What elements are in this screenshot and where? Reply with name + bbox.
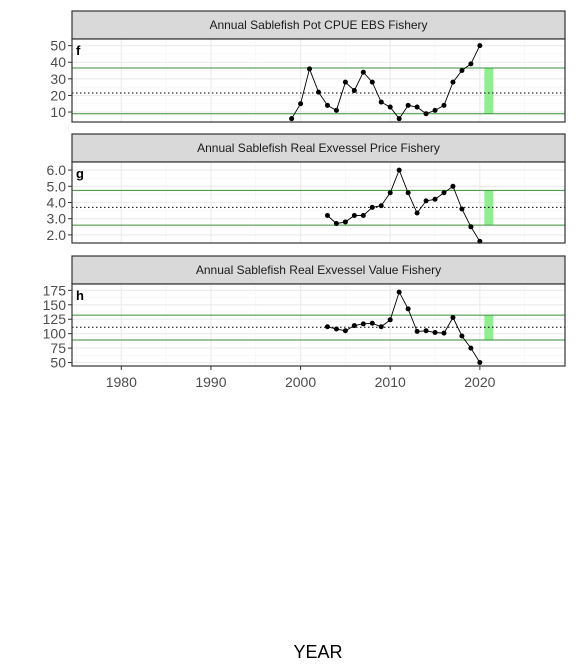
data-point xyxy=(441,190,447,196)
data-point xyxy=(324,212,330,218)
data-point xyxy=(387,190,393,196)
panels: Annual Sablefish Pot CPUE EBS Fishery f 10… xyxy=(43,10,566,371)
data-point xyxy=(405,102,411,108)
data-point xyxy=(432,107,438,113)
panel-g: Annual Sablefish Real Exvessel Price Fis… xyxy=(47,133,566,244)
x-tick-label: 2020 xyxy=(464,374,495,390)
data-point xyxy=(289,116,295,122)
data-point xyxy=(333,326,339,332)
panel-f: Annual Sablefish Pot CPUE EBS Fishery f 10… xyxy=(50,10,566,123)
x-tick-label: 1980 xyxy=(106,374,137,390)
data-point xyxy=(405,190,411,196)
panel-title: Annual Sablefish Real Exvessel Value Fis… xyxy=(196,263,441,277)
data-point xyxy=(342,328,348,334)
data-point xyxy=(468,345,474,351)
data-point xyxy=(351,212,357,218)
data-point xyxy=(324,324,330,330)
y-tick-label: 75 xyxy=(50,340,66,356)
data-point xyxy=(360,321,366,327)
data-point xyxy=(405,306,411,312)
series-line xyxy=(291,45,481,120)
y-tick-label: 20 xyxy=(50,87,66,103)
data-point xyxy=(414,210,420,216)
data-point xyxy=(441,330,447,336)
data-point xyxy=(333,221,339,227)
data-point xyxy=(387,317,393,323)
panel-title: Annual Sablefish Real Exvessel Price Fis… xyxy=(197,141,440,155)
data-point xyxy=(333,107,339,113)
panel-strip xyxy=(71,10,566,40)
y-tick-label: 5.0 xyxy=(47,178,67,194)
data-point xyxy=(316,89,321,95)
highlight-bar xyxy=(484,68,494,114)
panel-tag: g xyxy=(76,166,84,181)
panel-strip xyxy=(71,255,566,285)
data-point xyxy=(351,87,357,93)
data-point xyxy=(459,206,465,212)
data-point xyxy=(423,328,429,334)
y-tick-label: 125 xyxy=(43,311,67,327)
y-tick-label: 40 xyxy=(50,54,66,70)
panel-title: Annual Sablefish Pot CPUE EBS Fishery xyxy=(209,18,427,32)
y-tick-label: 10 xyxy=(50,104,66,120)
data-point xyxy=(459,333,465,339)
data-point xyxy=(396,116,402,122)
data-point xyxy=(468,224,474,230)
y-tick-label: 150 xyxy=(43,297,67,313)
y-tick-label: 2.0 xyxy=(47,227,67,243)
data-point xyxy=(342,219,348,225)
x-tick-label: 2000 xyxy=(285,374,316,390)
data-point xyxy=(423,111,429,117)
data-point xyxy=(477,360,483,366)
data-point xyxy=(468,61,474,67)
data-point xyxy=(298,101,304,107)
data-point xyxy=(369,204,375,210)
data-point xyxy=(450,183,456,189)
data-point xyxy=(432,330,438,336)
data-point xyxy=(369,320,375,326)
data-point xyxy=(450,79,456,85)
data-point xyxy=(342,79,348,85)
data-point xyxy=(369,79,375,85)
y-tick-label: 6.0 xyxy=(47,162,67,178)
data-point xyxy=(414,104,420,110)
data-point xyxy=(441,102,447,108)
panel-h: Annual Sablefish Real Exvessel Value Fis… xyxy=(43,255,566,371)
data-point xyxy=(423,198,429,204)
data-point xyxy=(324,102,330,108)
data-point xyxy=(307,66,313,72)
data-point xyxy=(477,43,483,49)
data-point xyxy=(378,99,384,105)
data-point xyxy=(459,68,465,74)
y-tick-label: 100 xyxy=(43,326,67,342)
panel-tag: f xyxy=(76,43,81,58)
plot-background xyxy=(72,39,565,122)
x-axis: 1980 1990 2000 2010 2020 xyxy=(106,366,496,390)
y-tick-label: 50 xyxy=(50,355,66,371)
y-tick-label: 50 xyxy=(50,38,66,54)
data-point xyxy=(387,104,393,110)
data-point xyxy=(378,324,384,330)
y-tick-label: 175 xyxy=(43,282,67,298)
data-point xyxy=(414,328,420,334)
data-point xyxy=(360,212,366,218)
data-point xyxy=(396,289,402,295)
x-axis-label: YEAR xyxy=(293,642,342,662)
x-tick-label: 1990 xyxy=(195,374,226,390)
y-tick-label: 4.0 xyxy=(47,195,67,211)
data-point xyxy=(450,314,456,320)
y-tick-label: 3.0 xyxy=(47,211,67,227)
data-point xyxy=(432,196,438,202)
data-point xyxy=(378,203,384,209)
panel-tag: h xyxy=(76,288,84,303)
y-tick-label: 30 xyxy=(50,71,66,87)
panel-border xyxy=(71,38,566,123)
panel-border xyxy=(71,283,566,367)
data-point xyxy=(360,69,366,75)
x-tick-label: 2010 xyxy=(375,374,406,390)
data-point xyxy=(396,167,402,173)
data-point xyxy=(351,323,357,329)
